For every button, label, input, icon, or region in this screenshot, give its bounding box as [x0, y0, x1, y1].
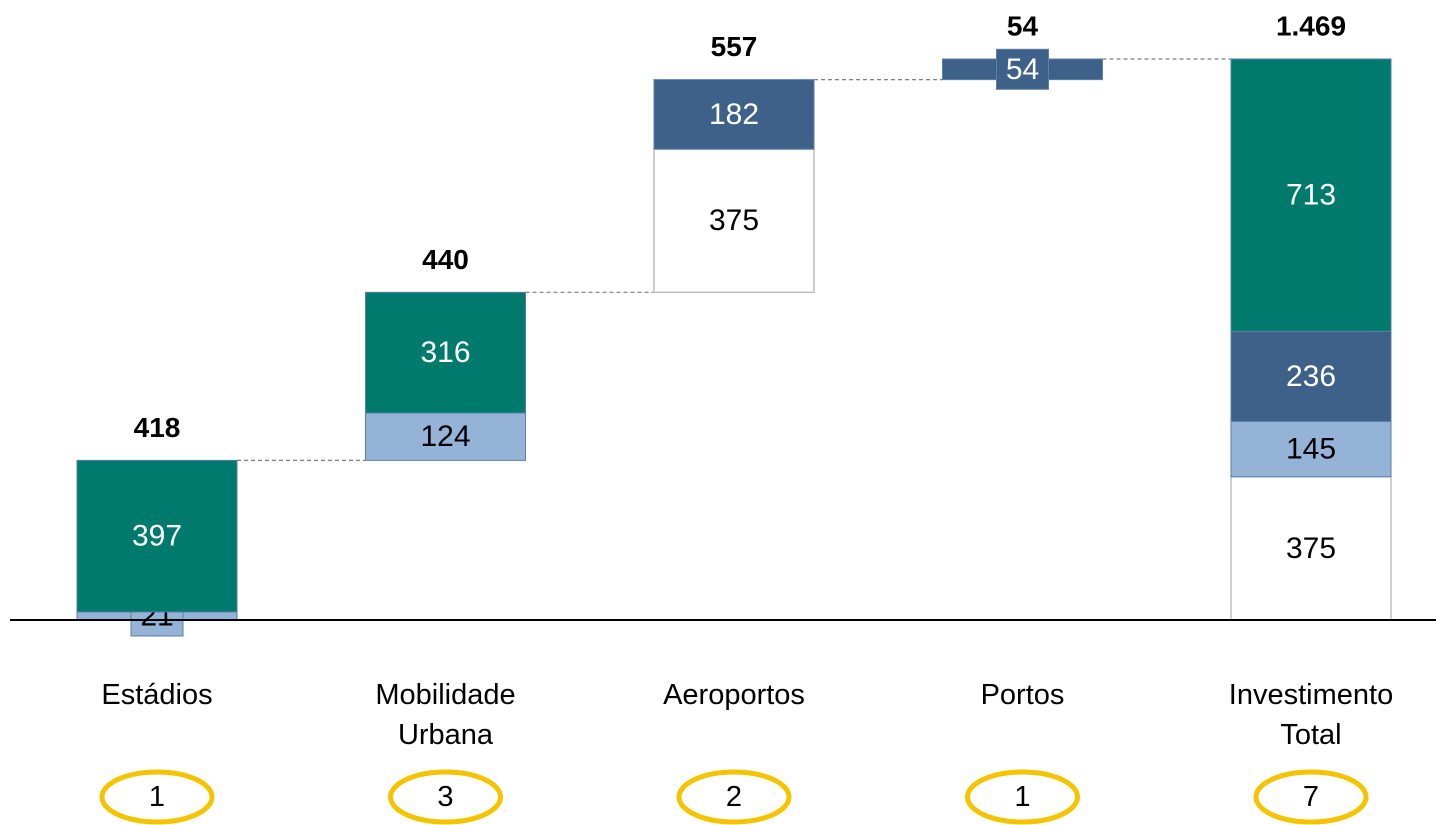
total-label: 418 [134, 412, 181, 443]
count-ellipse [388, 769, 503, 825]
bar-segment [653, 148, 815, 294]
bar-segment [76, 459, 238, 613]
count-label: 1 [1014, 781, 1030, 813]
segment-label: 145 [1286, 433, 1336, 466]
category-label: Portos [980, 679, 1065, 711]
bar-segment [1230, 330, 1392, 422]
count-label: 1 [149, 781, 165, 813]
bar-segment [1230, 58, 1392, 332]
count-label: 3 [437, 781, 453, 813]
bar-segment [365, 291, 526, 414]
count-label: 7 [1303, 781, 1319, 813]
segment-label: 236 [1286, 360, 1336, 393]
category-label: Mobilidade Urbana [375, 679, 516, 751]
total-label: 440 [422, 244, 469, 275]
segment-label: 54 [1006, 53, 1039, 86]
count-ellipse [965, 769, 1080, 825]
segment-label: 375 [709, 204, 759, 237]
count-label: 2 [726, 781, 742, 813]
segment-label: 375 [1286, 532, 1336, 565]
count-ellipse [676, 769, 792, 825]
count-ellipse [1253, 769, 1369, 825]
label-box [996, 48, 1049, 90]
count-ellipse [99, 769, 215, 825]
segment-label: 713 [1286, 179, 1336, 212]
bar-segment [365, 412, 526, 461]
segment-label: 397 [132, 520, 182, 553]
segment-label: 182 [709, 98, 759, 131]
category-label: Estádios [101, 679, 213, 711]
category-label: Aeroportos [663, 679, 805, 711]
category-label: Investimento Total [1228, 679, 1394, 751]
total-label: 1.469 [1276, 11, 1346, 42]
total-label: 54 [1007, 11, 1039, 42]
segment-label: 316 [420, 336, 470, 369]
bar-segment [1230, 476, 1392, 621]
bar-segment [653, 79, 815, 150]
bar-segment [1230, 420, 1392, 478]
total-label: 557 [711, 31, 758, 62]
segment-label: 124 [420, 420, 470, 453]
